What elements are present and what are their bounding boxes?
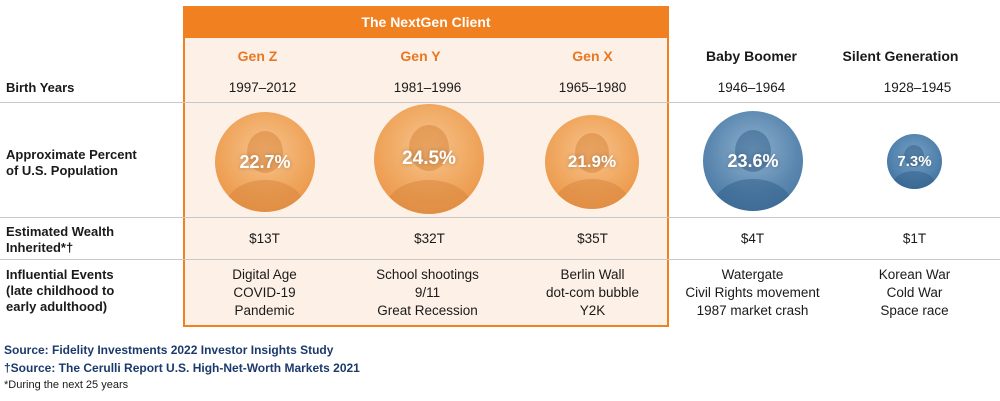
event-item: Korean War [878,267,951,282]
population-label-line1: Approximate Percent [6,147,137,162]
event-item: 1987 market crash [696,303,809,318]
wealth-label-line2: Inherited*† [6,240,74,255]
baby-boomer-header: Baby Boomer [705,48,798,64]
gen-z-birth-years: 1997–2012 [228,80,297,95]
events-label-line2: (late childhood to [6,283,115,298]
silent-generation-wealth: $1T [902,231,927,246]
gen-z-header: Gen Z [237,48,278,64]
nextgen-title: The NextGen Client [361,14,491,30]
gen-x-events: Berlin Wall dot-com bubble Y2K [510,266,675,320]
event-item: Great Recession [377,303,478,318]
silent-generation-birth-years: 1928–1945 [883,80,952,95]
event-item: Space race [880,303,949,318]
event-item: Berlin Wall [560,267,625,282]
gen-y-birth-years: 1981–1996 [393,80,462,95]
gen-x-header: Gen X [572,48,613,64]
event-item: Y2K [579,303,606,318]
portrait-silhouette-icon [713,130,793,211]
baby-boomer-birth-years: 1946–1964 [717,80,786,95]
event-item: School shootings [376,267,479,282]
row-label-population: Approximate Percent of U.S. Population [6,147,137,179]
gen-x-birth-years: 1965–1980 [558,80,627,95]
event-item: 9/11 [414,285,441,300]
event-item: Civil Rights movement [685,285,820,300]
gen-z-events: Digital Age COVID-19 Pandemic [182,266,347,320]
gen-x-portrait-circle: 21.9% [545,115,639,209]
gen-y-header: Gen Y [400,48,441,64]
gen-x-percent: 21.9% [567,152,617,171]
gen-z-percent: 22.7% [239,151,291,172]
source-fidelity: Source: Fidelity Investments 2022 Invest… [4,343,334,357]
silent-generation-percent: 7.3% [897,153,932,170]
silent-generation-events: Korean War Cold War Space race [832,266,997,320]
gen-y-events: School shootings 9/11 Great Recession [345,266,510,320]
source-cerulli: †Source: The Cerulli Report U.S. High-Ne… [4,361,360,375]
event-item: Watergate [721,267,784,282]
nextgen-header: The NextGen Client [183,6,669,38]
event-item: dot-com bubble [545,285,640,300]
wealth-label-line1: Estimated Wealth [6,224,115,239]
events-label-line3: early adulthood) [6,299,108,314]
row-label-events: Influential Events (late childhood to ea… [6,267,114,315]
baby-boomer-wealth: $4T [740,231,765,246]
portrait-silhouette-icon [892,145,936,189]
event-item: Digital Age [232,267,297,282]
baby-boomer-portrait-circle: 23.6% [703,111,803,211]
event-item: Cold War [886,285,943,300]
gen-y-percent: 24.5% [402,148,456,169]
gen-x-wealth: $35T [577,231,608,246]
row-divider [0,259,1000,260]
row-divider [0,217,1000,218]
gen-z-wealth: $13T [249,231,280,246]
events-label-line1: Influential Events [6,267,114,282]
portrait-silhouette-icon [225,131,305,212]
portrait-silhouette-icon [385,125,473,214]
gen-y-portrait-circle: 24.5% [374,104,484,214]
gen-y-wealth: $32T [414,231,445,246]
portrait-silhouette-icon [554,133,630,209]
event-item: Pandemic [234,303,295,318]
event-item: COVID-19 [233,285,296,300]
gen-z-portrait-circle: 22.7% [215,112,315,212]
row-label-wealth: Estimated Wealth Inherited*† [6,224,114,256]
row-divider [0,102,1000,103]
footnote-next-25-years: *During the next 25 years [4,379,129,391]
silent-generation-portrait-circle: 7.3% [887,134,942,189]
row-label-birth-years: Birth Years [6,80,75,95]
silent-generation-header: Silent Generation [842,48,959,64]
population-label-line2: of U.S. Population [6,163,118,178]
baby-boomer-events: Watergate Civil Rights movement 1987 mar… [670,266,835,320]
baby-boomer-percent: 23.6% [727,150,779,171]
